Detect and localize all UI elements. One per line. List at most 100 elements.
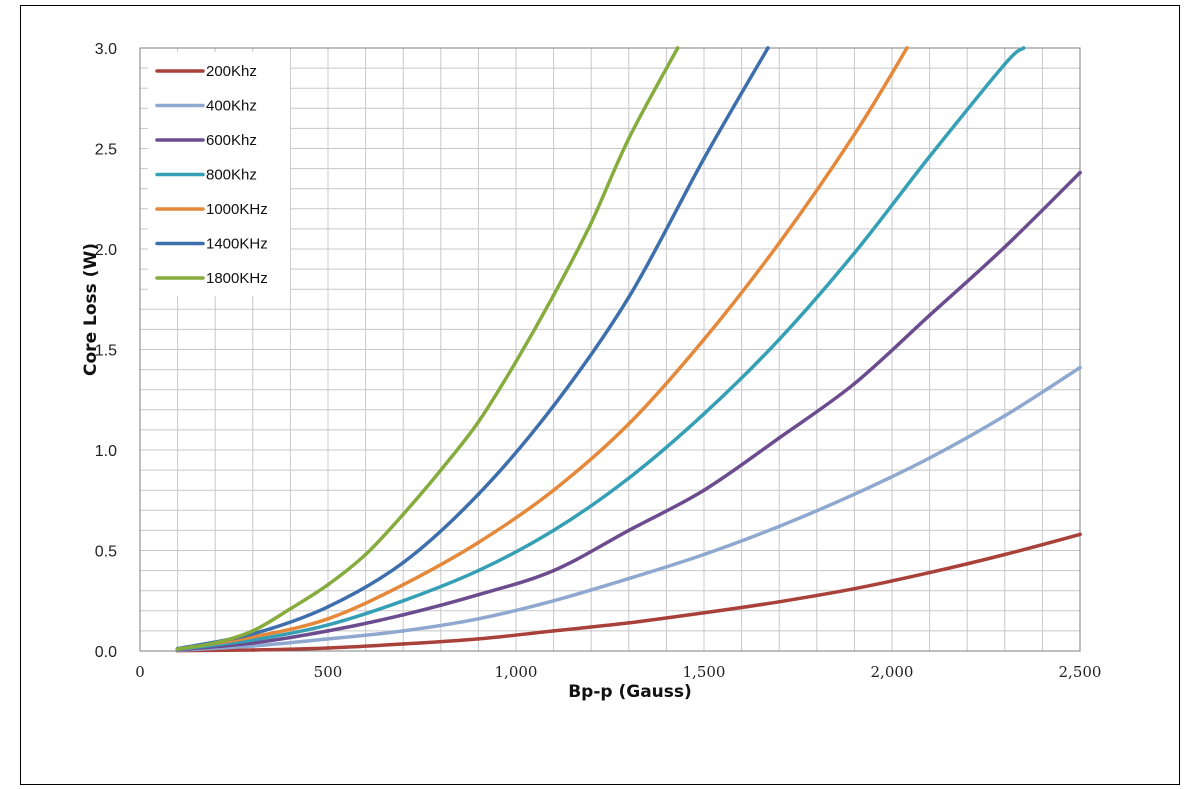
y-tick-label: 1.5 <box>95 343 117 360</box>
data-point-1800khz <box>175 647 180 651</box>
x-axis-title: Bp-p (Gauss) <box>568 682 692 702</box>
y-tick-label: 2.0 <box>95 242 117 259</box>
y-axis-title: Core Loss (W) <box>81 243 101 376</box>
data-point-600khz <box>1078 170 1082 175</box>
data-point-800khz <box>326 623 330 627</box>
x-tick-label: 1,000 <box>495 663 538 681</box>
data-point-1000khz <box>627 422 631 426</box>
data-point-400khz <box>326 637 330 641</box>
series-line-800khz <box>175 46 1026 652</box>
data-point-400khz <box>627 576 631 581</box>
legend-label: 1800KHz <box>206 270 268 287</box>
x-tick-label: 1,500 <box>683 663 726 681</box>
legend-label: 1400KHz <box>206 236 268 253</box>
data-point-400khz <box>1078 365 1082 370</box>
data-point-1400khz <box>326 604 330 609</box>
data-point-1400khz <box>627 295 631 300</box>
data-point-800khz <box>401 598 406 603</box>
data-point-200khz <box>1003 552 1007 557</box>
y-tick-label: 0.5 <box>95 544 117 561</box>
data-point-1800khz <box>439 468 443 472</box>
data-point-800khz <box>251 638 255 642</box>
data-point-400khz <box>927 456 932 460</box>
data-point-800khz <box>627 476 631 480</box>
data-point-1000khz <box>401 582 406 587</box>
data-point-200khz <box>551 629 556 633</box>
data-point-600khz <box>251 641 255 645</box>
y-tick-label: 3.0 <box>95 41 117 58</box>
data-point-600khz <box>927 313 932 318</box>
data-point-600khz <box>401 613 406 617</box>
data-point-800khz <box>1003 62 1007 66</box>
legend: 200Khz 400Khz 600Khz 800Khz 1000KHz 1400KHz 18… <box>148 52 290 296</box>
legend-label: 1000KHz <box>206 201 268 218</box>
data-point-1000khz <box>777 241 781 245</box>
data-point-1400khz <box>766 46 770 50</box>
data-point-1400khz <box>401 560 406 565</box>
data-point-1000khz <box>852 132 857 137</box>
data-point-600khz <box>627 528 631 533</box>
data-point-1800khz <box>213 641 217 645</box>
data-point-400khz <box>777 524 781 529</box>
data-point-1800khz <box>363 552 368 557</box>
data-point-1000khz <box>551 488 556 493</box>
y-tick-labels: 0.0 0.5 1.0 1.5 2.0 2.5 3.0 <box>95 41 117 661</box>
data-point-600khz <box>1003 245 1007 249</box>
series-line-600khz <box>175 170 1082 652</box>
data-point-200khz <box>852 586 857 591</box>
data-point-200khz <box>927 570 932 575</box>
grid <box>140 48 1080 651</box>
data-point-1800khz <box>675 46 680 50</box>
data-point-400khz <box>476 617 481 621</box>
data-point-1800khz <box>627 136 631 141</box>
data-point-800khz <box>551 528 556 533</box>
data-point-1000khz <box>476 540 481 545</box>
data-point-1000khz <box>326 617 330 621</box>
data-point-200khz <box>476 637 481 641</box>
data-point-200khz <box>326 646 330 650</box>
data-point-1800khz <box>401 512 406 517</box>
data-point-1400khz <box>551 403 556 408</box>
legend-label: 400Khz <box>206 98 257 115</box>
y-tick-label: 0.0 <box>95 644 117 661</box>
data-point-200khz <box>1078 532 1082 537</box>
data-point-600khz <box>777 436 781 440</box>
x-tick-label: 500 <box>314 663 343 681</box>
y-tick-label: 1.0 <box>95 443 117 460</box>
data-point-1800khz <box>589 221 593 225</box>
data-point-1400khz <box>702 156 706 161</box>
data-point-600khz <box>551 568 556 573</box>
data-point-800khz <box>777 337 781 342</box>
plot-border <box>139 47 1081 652</box>
data-point-400khz <box>251 644 255 648</box>
data-point-400khz <box>852 492 857 497</box>
data-point-1800khz <box>288 606 293 611</box>
x-tick-label: 0 <box>135 663 145 681</box>
data-point-600khz <box>852 381 857 386</box>
data-point-200khz <box>777 599 781 604</box>
data-point-200khz <box>251 648 255 652</box>
legend-label: 600Khz <box>206 132 257 149</box>
legend-label: 200Khz <box>206 63 257 80</box>
data-point-400khz <box>551 598 556 603</box>
x-tick-label: 2,000 <box>871 663 914 681</box>
data-point-1000khz <box>251 635 255 639</box>
data-point-1000khz <box>702 337 706 342</box>
data-point-1800khz <box>514 359 518 364</box>
data-point-800khz <box>702 412 706 416</box>
x-tick-labels: 0 500 1,000 1,500 2,000 2,500 <box>135 663 1101 681</box>
legend-label: 800Khz <box>206 167 257 184</box>
data-point-1800khz <box>251 629 255 633</box>
data-point-200khz <box>702 611 706 615</box>
data-point-1000khz <box>905 46 909 50</box>
data-point-200khz <box>401 642 406 646</box>
data-point-1800khz <box>551 293 556 298</box>
data-point-200khz <box>627 621 631 625</box>
data-point-800khz <box>927 154 932 159</box>
data-point-400khz <box>401 629 406 633</box>
data-point-600khz <box>326 629 330 633</box>
y-tick-label: 2.5 <box>95 142 117 159</box>
data-point-1400khz <box>476 492 481 497</box>
data-point-800khz <box>1021 46 1026 50</box>
